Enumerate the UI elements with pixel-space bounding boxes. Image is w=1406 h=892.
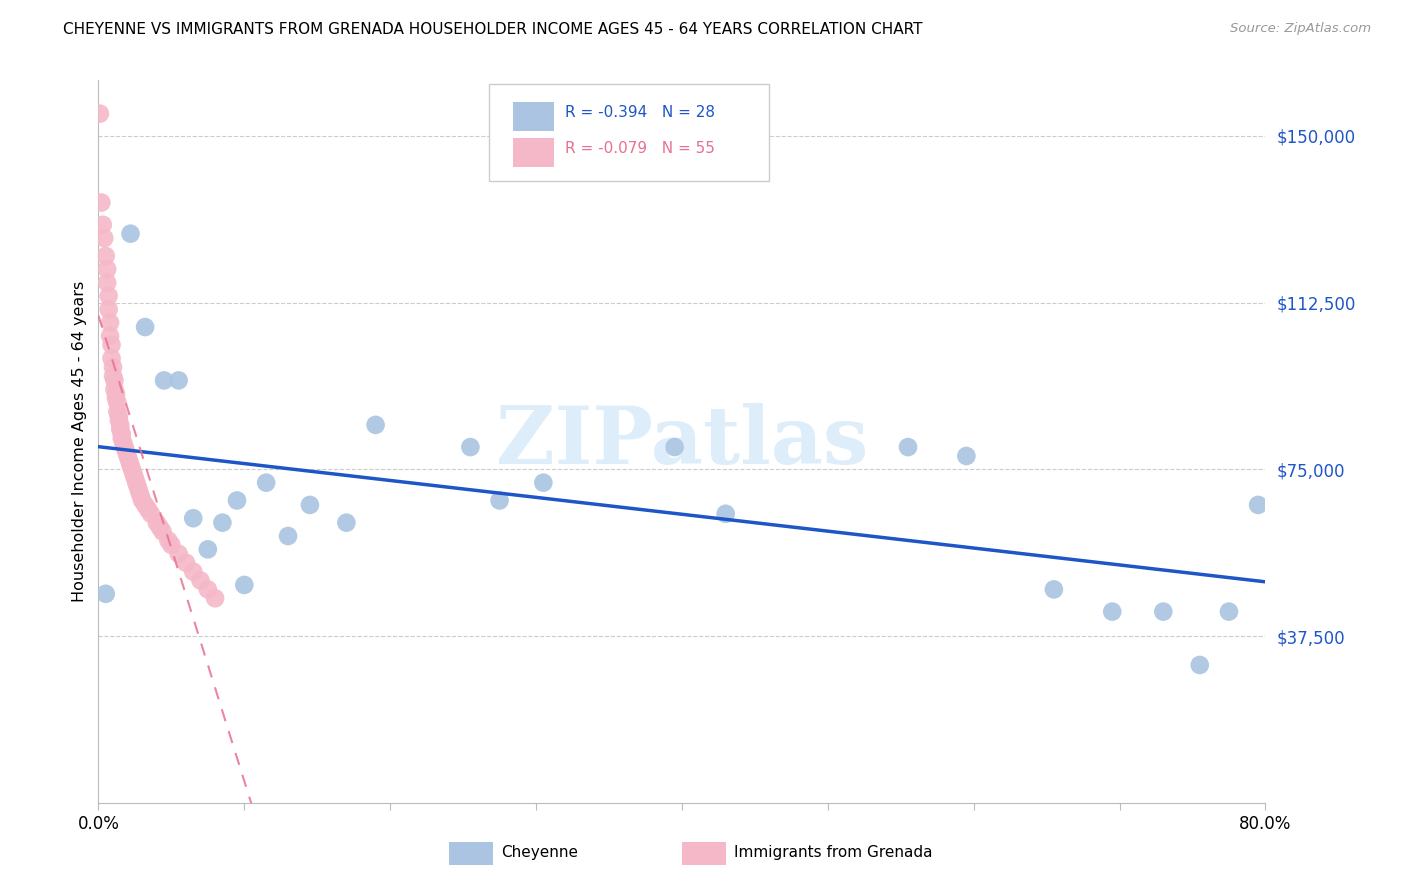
Point (134, 498, 156, 512)
Point (364, 417, 387, 432)
Point (124, 471, 146, 485)
Point (181, 565, 204, 579)
Point (197, 582, 219, 597)
Point (233, 578, 256, 592)
Text: CHEYENNE VS IMMIGRANTS FROM GRENADA HOUSEHOLDER INCOME AGES 45 - 64 YEARS CORREL: CHEYENNE VS IMMIGRANTS FROM GRENADA HOUS… (63, 22, 922, 37)
Point (125, 475, 148, 490)
Point (488, 493, 510, 508)
Point (1043, 582, 1066, 597)
Point (108, 413, 131, 427)
Point (94, 249, 117, 263)
Point (254, 475, 277, 490)
Point (153, 373, 176, 387)
Point (100, 338, 122, 352)
Point (1218, 605, 1240, 619)
Point (96, 276, 118, 290)
Point (97, 289, 120, 303)
Point (120, 227, 142, 241)
Point (129, 489, 152, 503)
Point (90, 195, 112, 210)
Point (460, 440, 482, 454)
FancyBboxPatch shape (449, 842, 494, 865)
Point (105, 395, 128, 409)
Point (174, 556, 197, 570)
Point (108, 409, 131, 423)
Point (181, 511, 204, 525)
Y-axis label: Householder Income Ages 45 - 64 years: Householder Income Ages 45 - 64 years (72, 281, 87, 602)
Point (146, 516, 169, 530)
Point (89, 106, 111, 120)
Point (1152, 605, 1174, 619)
FancyBboxPatch shape (513, 102, 554, 131)
Point (104, 391, 127, 405)
Point (298, 498, 321, 512)
Text: R = -0.079   N = 55: R = -0.079 N = 55 (565, 142, 716, 156)
Point (96, 262, 118, 277)
Point (98, 316, 121, 330)
Point (118, 453, 141, 467)
Point (136, 502, 159, 516)
Point (122, 467, 145, 481)
Text: Immigrants from Grenada: Immigrants from Grenada (734, 845, 934, 860)
Point (531, 475, 554, 490)
Point (1101, 605, 1123, 619)
Point (121, 462, 143, 476)
Point (101, 368, 124, 383)
Point (134, 320, 156, 334)
Point (277, 529, 299, 543)
Point (167, 373, 190, 387)
Text: ZIPatlas: ZIPatlas (496, 402, 868, 481)
Point (160, 538, 183, 552)
Point (131, 493, 153, 508)
Point (335, 516, 357, 530)
Point (190, 574, 212, 588)
Point (112, 435, 135, 450)
Point (105, 404, 128, 418)
Point (1247, 498, 1270, 512)
Point (897, 440, 920, 454)
Point (204, 591, 226, 606)
FancyBboxPatch shape (513, 138, 554, 167)
Text: R = -0.394   N = 28: R = -0.394 N = 28 (565, 105, 716, 120)
Point (149, 520, 172, 534)
Point (111, 431, 134, 445)
Point (120, 458, 142, 472)
Point (1188, 657, 1211, 672)
Text: Source: ZipAtlas.com: Source: ZipAtlas.com (1230, 22, 1371, 36)
FancyBboxPatch shape (682, 842, 727, 865)
Point (110, 422, 132, 436)
Point (117, 449, 139, 463)
Point (127, 480, 149, 494)
Point (101, 360, 124, 375)
Point (94, 587, 117, 601)
Point (97, 302, 120, 317)
Text: Cheyenne: Cheyenne (501, 845, 578, 860)
Point (111, 426, 134, 441)
Point (139, 507, 162, 521)
Point (211, 516, 233, 530)
Point (664, 440, 686, 454)
Point (167, 547, 190, 561)
Point (91, 218, 114, 232)
Point (103, 382, 125, 396)
Point (114, 440, 136, 454)
Point (714, 507, 737, 521)
Point (128, 484, 150, 499)
Point (110, 417, 132, 432)
Point (93, 231, 115, 245)
Point (103, 373, 125, 387)
Point (197, 542, 219, 557)
Point (115, 444, 138, 458)
Point (98, 329, 121, 343)
Point (104, 386, 127, 401)
Point (100, 351, 122, 366)
FancyBboxPatch shape (489, 84, 769, 181)
Point (226, 493, 249, 508)
Point (152, 524, 174, 539)
Point (955, 449, 977, 463)
Point (157, 533, 180, 548)
